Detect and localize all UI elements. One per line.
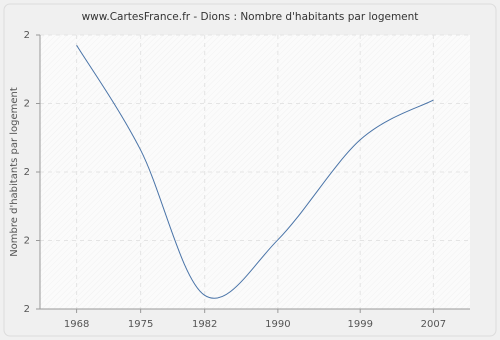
x-tick-label: 1975 [128,319,153,330]
chart-title: www.CartesFrance.fr - Dions : Nombre d'h… [82,11,419,23]
plot-area [40,35,470,309]
y-tick-label: 2 [24,99,30,110]
y-tick-label: 2 [24,30,30,41]
y-axis-label: Nombre d'habitants par logement [9,87,20,257]
x-tick-label: 1982 [192,319,217,330]
y-tick-label: 2 [24,304,30,315]
x-tick-label: 2007 [421,319,446,330]
x-tick-label: 1968 [64,319,89,330]
line [76,45,434,299]
y-tick-label: 2 [24,167,30,178]
y-tick-label: 2 [24,236,30,247]
x-tick-label: 1999 [347,319,372,330]
x-tick-label: 1990 [265,319,290,330]
